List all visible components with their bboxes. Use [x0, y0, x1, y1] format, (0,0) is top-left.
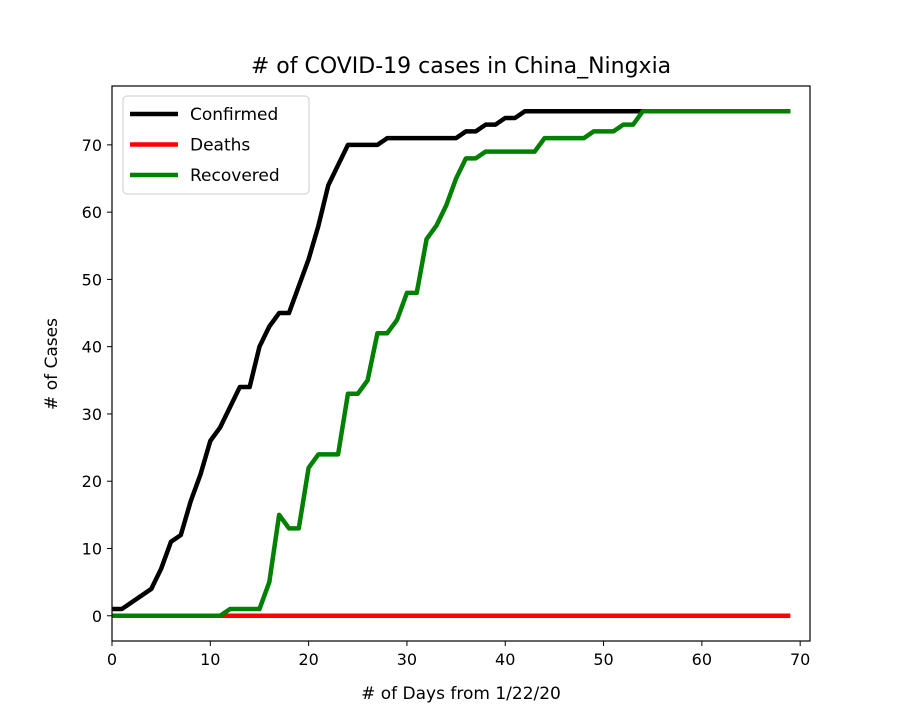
y-tick-label: 40 [82, 338, 102, 357]
plot-area: 0 10 20 30 40 50 60 70 0 10 20 30 40 50 60 70 [82, 85, 811, 669]
y-tick-label: 10 [82, 540, 102, 559]
x-tick-label: 40 [495, 650, 515, 669]
x-tick-label: 60 [692, 650, 712, 669]
x-tick-label: 30 [397, 650, 417, 669]
chart-title: # of COVID-19 cases in China_Ningxia [251, 54, 671, 79]
series-line-recovered [112, 108, 791, 619]
x-axis-title: # of Days from 1/22/20 [361, 684, 561, 704]
y-tick-label: 50 [82, 270, 102, 289]
y-tick-label: 60 [82, 203, 102, 222]
x-tick-label: 50 [593, 650, 613, 669]
series-lines [112, 108, 791, 619]
legend-label-recovered: Recovered [190, 166, 280, 186]
legend-label-deaths: Deaths [190, 136, 250, 156]
legend-label-confirmed: Confirmed [190, 105, 278, 125]
x-tick-label: 10 [200, 650, 220, 669]
axes-frame [111, 85, 811, 642]
legend-box [122, 95, 310, 195]
y-tick-label: 20 [82, 472, 102, 491]
x-tick-label: 20 [298, 650, 318, 669]
y-axis-title: # of Cases [42, 318, 62, 410]
legend: Confirmed Deaths Recovered [122, 95, 310, 195]
x-tick-label: 0 [107, 650, 117, 669]
y-tick-label: 30 [82, 405, 102, 424]
y-tick-label: 0 [92, 607, 102, 626]
x-tick-label: 70 [790, 650, 810, 669]
y-tick-label: 70 [82, 136, 102, 155]
